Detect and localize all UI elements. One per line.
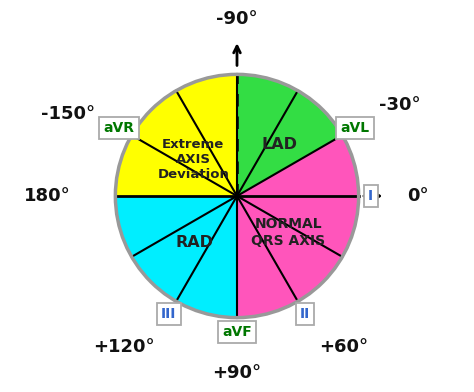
- Text: +90°: +90°: [212, 364, 262, 382]
- Text: II: II: [300, 307, 310, 321]
- Text: -30°: -30°: [379, 96, 421, 114]
- Text: 0°: 0°: [407, 187, 429, 205]
- Circle shape: [115, 74, 359, 318]
- Text: 180°: 180°: [24, 187, 70, 205]
- Text: I: I: [368, 189, 374, 203]
- Text: Extreme
AXIS
Deviation: Extreme AXIS Deviation: [157, 138, 229, 181]
- Text: -90°: -90°: [216, 10, 258, 28]
- Text: RAD: RAD: [175, 235, 213, 250]
- Text: +120°: +120°: [93, 338, 155, 356]
- Text: LAD: LAD: [262, 138, 298, 152]
- Text: NORMAL
QRS AXIS: NORMAL QRS AXIS: [251, 218, 325, 248]
- Text: aVL: aVL: [340, 121, 370, 135]
- Polygon shape: [115, 196, 237, 318]
- Text: +60°: +60°: [319, 338, 368, 356]
- Polygon shape: [237, 135, 359, 318]
- Text: III: III: [161, 307, 177, 321]
- Text: aVF: aVF: [222, 325, 252, 339]
- Text: aVR: aVR: [103, 121, 135, 135]
- Polygon shape: [237, 74, 342, 196]
- Text: -150°: -150°: [41, 105, 95, 123]
- Polygon shape: [115, 74, 237, 318]
